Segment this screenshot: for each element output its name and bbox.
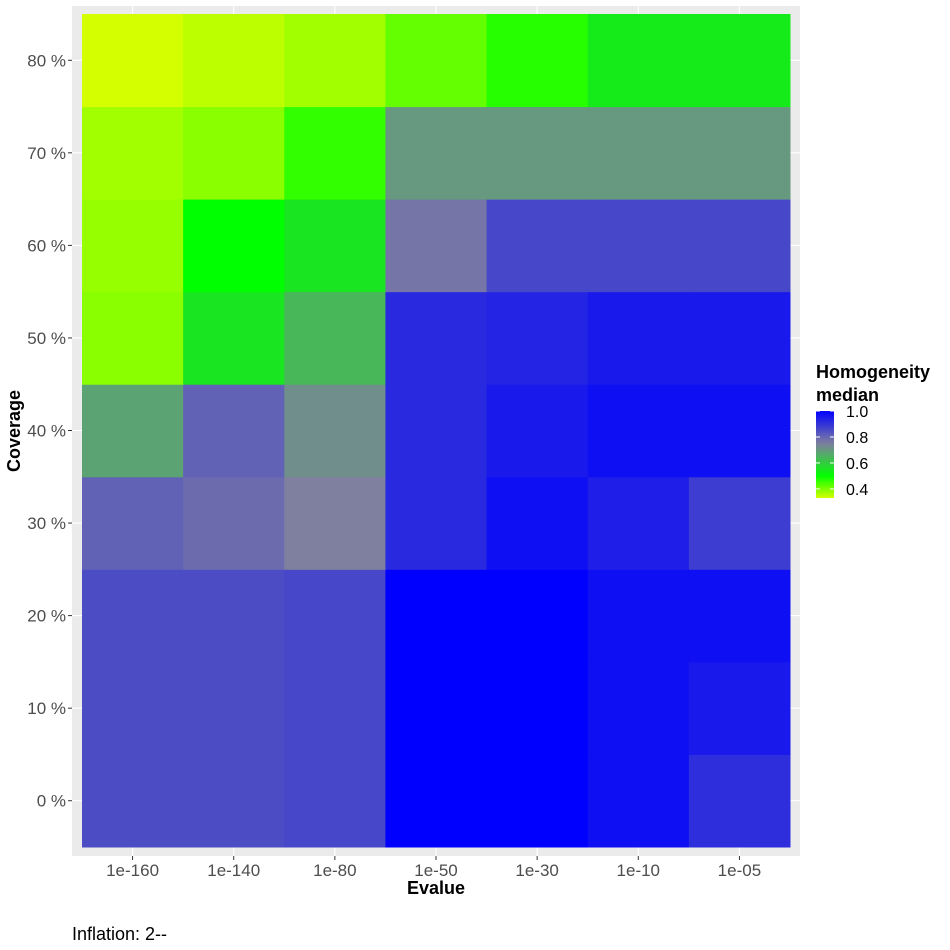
- y-axis-ticks: 0 % 10 % 20 % 30 % 40 % 50 % 60 % 70 % 80 %: [27, 51, 72, 811]
- y-tick-label: 0 %: [37, 792, 66, 811]
- heatmap-tile: [688, 106, 791, 200]
- x-tick-label: 1e-10: [617, 861, 660, 880]
- x-tick-label: 1e-140: [207, 861, 260, 880]
- heatmap-tile: [183, 661, 285, 755]
- heatmap-tile: [587, 199, 690, 293]
- heatmap-tile: [385, 14, 488, 108]
- heatmap-tile: [183, 569, 285, 663]
- legend-title-line-2: median: [816, 385, 879, 405]
- heatmap-tile: [385, 476, 488, 570]
- heatmap-tile: [385, 291, 488, 385]
- heatmap-tile: [688, 569, 791, 663]
- color-legend: Homogeneity median 1.0 0.8 0.6 0.4: [816, 362, 930, 499]
- heatmap-tiles: [82, 14, 791, 848]
- heatmap-tile: [183, 291, 285, 385]
- heatmap-tile: [385, 569, 488, 663]
- legend-tick-label: 0.4: [846, 482, 868, 499]
- y-tick-label: 10 %: [27, 699, 66, 718]
- heatmap-tile: [385, 106, 488, 200]
- heatmap-tile: [385, 754, 488, 848]
- heatmap-tile: [486, 106, 589, 200]
- heatmap-tile: [284, 754, 386, 848]
- heatmap-tile: [82, 476, 184, 570]
- heatmap-tile: [587, 291, 690, 385]
- heatmap-tile: [688, 291, 791, 385]
- heatmap-tile: [183, 476, 285, 570]
- heatmap-tile: [486, 661, 589, 755]
- y-tick-label: 20 %: [27, 607, 66, 626]
- x-tick-label: 1e-30: [515, 861, 558, 880]
- heatmap-tile: [82, 291, 184, 385]
- heatmap-tile: [587, 384, 690, 478]
- legend-tick-label: 1.0: [846, 404, 868, 421]
- heatmap-tile: [587, 569, 690, 663]
- heatmap-tile: [587, 661, 690, 755]
- heatmap-tile: [82, 199, 184, 293]
- heatmap-tile: [688, 476, 791, 570]
- heatmap-tile: [688, 754, 791, 848]
- heatmap-tile: [587, 754, 690, 848]
- y-tick-label: 60 %: [27, 236, 66, 255]
- heatmap-tile: [385, 384, 488, 478]
- heatmap-tile: [183, 754, 285, 848]
- heatmap-tile: [486, 569, 589, 663]
- heatmap-tile: [587, 14, 690, 108]
- heatmap-tile: [284, 476, 386, 570]
- heatmap-tile: [688, 199, 791, 293]
- heatmap-tile: [82, 106, 184, 200]
- caption: Inflation: 2--: [72, 924, 168, 944]
- heatmap-tile: [284, 569, 386, 663]
- heatmap-tile: [284, 384, 386, 478]
- heatmap-tile: [688, 14, 791, 108]
- heatmap-tile: [82, 754, 184, 848]
- x-tick-label: 1e-50: [414, 861, 457, 880]
- heatmap-tile: [284, 661, 386, 755]
- heatmap-tile: [486, 14, 589, 108]
- x-tick-label: 1e-160: [106, 861, 159, 880]
- heatmap-tile: [587, 476, 690, 570]
- x-tick-label: 1e-05: [718, 861, 761, 880]
- heatmap-tile: [486, 199, 589, 293]
- legend-title-line-1: Homogeneity: [816, 362, 930, 382]
- legend-colorbar: [816, 411, 834, 498]
- heatmap-tile: [385, 661, 488, 755]
- heatmap-tile: [688, 384, 791, 478]
- heatmap-tile: [82, 14, 184, 108]
- heatmap-tile: [486, 291, 589, 385]
- heatmap-tile: [183, 106, 285, 200]
- y-tick-label: 30 %: [27, 514, 66, 533]
- heatmap-tile: [486, 476, 589, 570]
- heatmap-tile: [82, 661, 184, 755]
- y-tick-label: 80 %: [27, 51, 66, 70]
- heatmap-tile: [82, 384, 184, 478]
- y-axis-title: Coverage: [4, 390, 24, 472]
- y-tick-label: 50 %: [27, 329, 66, 348]
- heatmap-tile: [587, 106, 690, 200]
- heatmap-tile: [183, 199, 285, 293]
- heatmap-tile: [486, 384, 589, 478]
- y-tick-label: 40 %: [27, 422, 66, 441]
- heatmap-tile: [82, 569, 184, 663]
- heatmap-tile: [183, 384, 285, 478]
- heatmap-tile: [688, 661, 791, 755]
- legend-ticks: 1.0 0.8 0.6 0.4: [816, 404, 868, 499]
- heatmap-tile: [486, 754, 589, 848]
- x-axis-ticks: 1e-160 1e-140 1e-80 1e-50 1e-30 1e-10 1e-05: [106, 856, 761, 880]
- x-axis-title: Evalue: [407, 878, 465, 898]
- legend-tick-label: 0.8: [846, 430, 868, 447]
- heatmap-tile: [284, 199, 386, 293]
- x-tick-label: 1e-80: [313, 861, 356, 880]
- heatmap-tile: [284, 14, 386, 108]
- heatmap-tile: [183, 14, 285, 108]
- legend-tick-label: 0.6: [846, 456, 868, 473]
- heatmap-tile: [284, 106, 386, 200]
- y-tick-label: 70 %: [27, 144, 66, 163]
- heatmap-tile: [284, 291, 386, 385]
- heatmap-tile: [385, 199, 488, 293]
